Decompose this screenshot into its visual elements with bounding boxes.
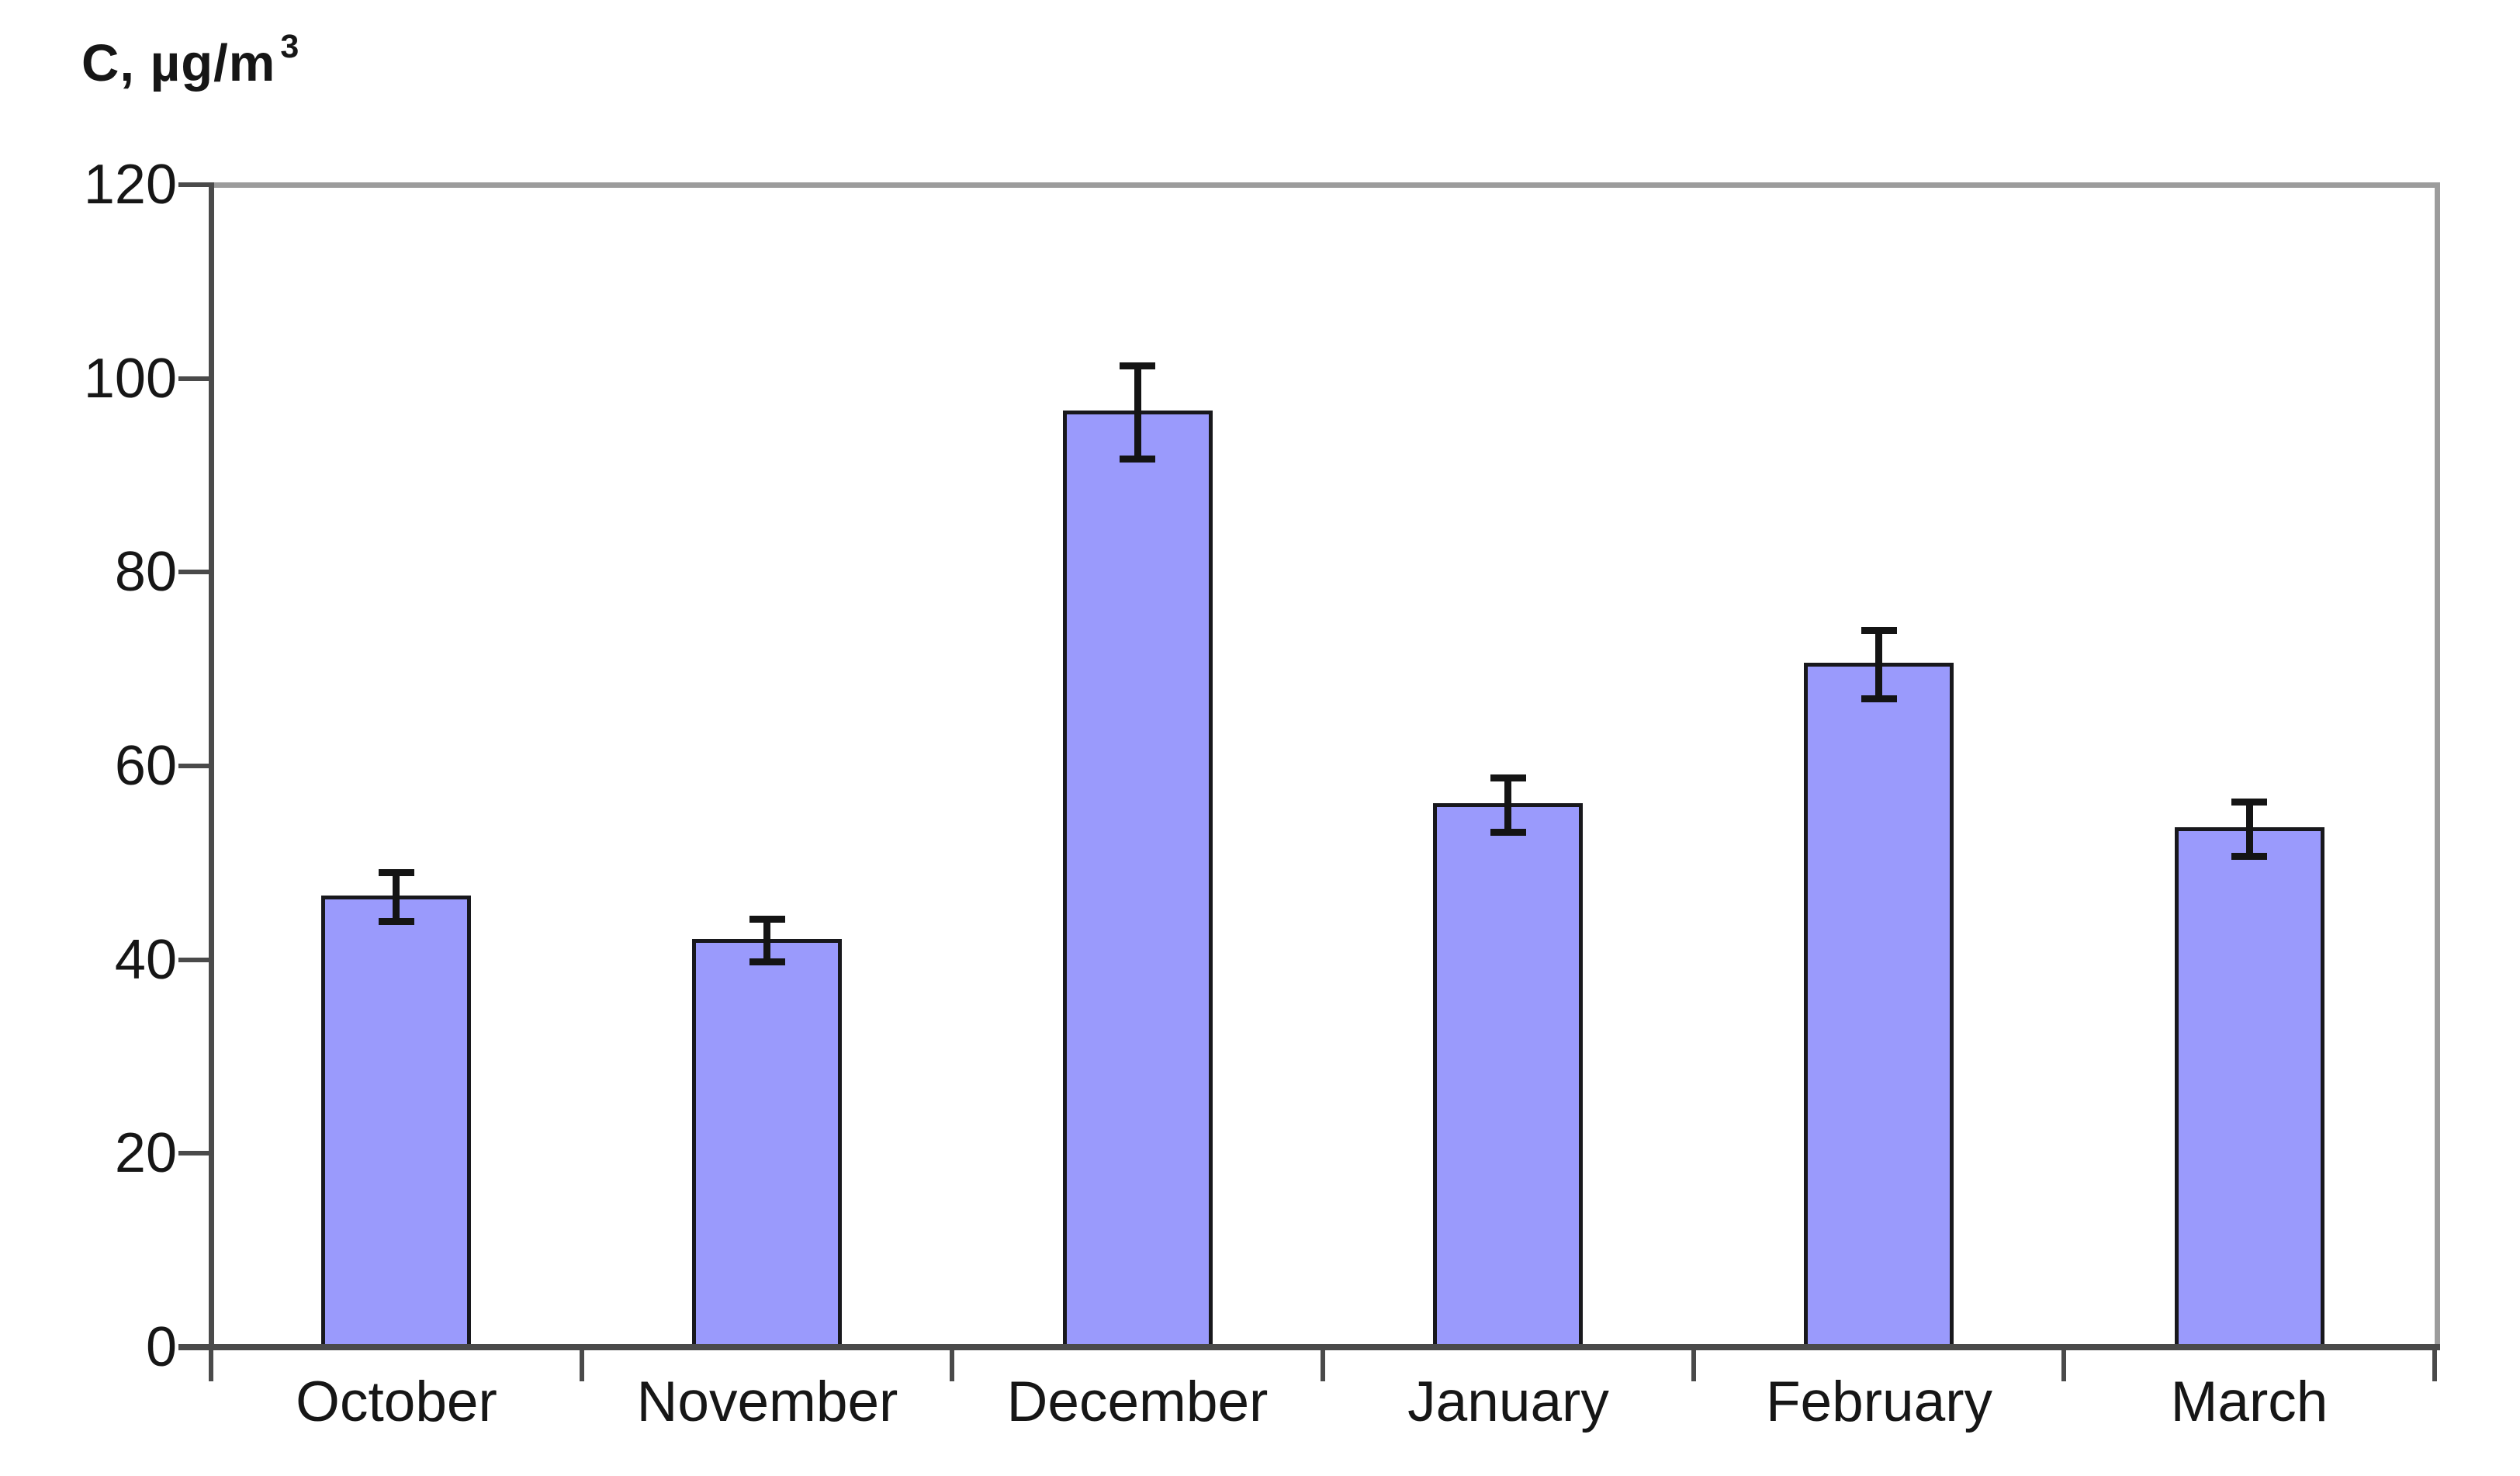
y-tick: [178, 1151, 211, 1156]
y-axis-title-text: C, µg/m: [81, 34, 276, 92]
plot-frame-right: [2435, 182, 2440, 1350]
y-tick-label: 0: [145, 1316, 177, 1378]
error-bar-line-october: [393, 872, 400, 921]
error-bar-line-november: [763, 919, 770, 961]
error-bar-cap-bottom-january: [1490, 829, 1526, 836]
y-tick-label: 60: [114, 735, 177, 797]
error-bar-cap-top-november: [749, 916, 785, 923]
error-bar-line-march: [2246, 802, 2253, 856]
bar-october: [321, 896, 471, 1349]
error-bar-line-december: [1134, 366, 1141, 459]
bar-january: [1433, 803, 1583, 1349]
x-tick: [209, 1347, 213, 1381]
x-axis-label-october: October: [296, 1370, 497, 1433]
bar-march: [2175, 827, 2324, 1349]
y-tick: [178, 376, 211, 381]
x-axis-label-december: December: [1006, 1370, 1269, 1433]
x-axis-label-november: November: [636, 1370, 898, 1433]
x-tick: [2432, 1347, 2437, 1381]
x-axis-line: [178, 1344, 2440, 1350]
error-bar-cap-bottom-december: [1120, 456, 1155, 463]
plot-frame-top: [211, 182, 2440, 188]
error-bar-cap-top-march: [2231, 799, 2267, 806]
y-tick-label: 40: [114, 929, 177, 991]
y-tick: [178, 182, 211, 187]
x-axis-label-march: March: [2170, 1370, 2328, 1433]
error-bar-cap-top-december: [1120, 362, 1155, 369]
y-tick-label: 100: [83, 348, 177, 410]
x-tick: [2061, 1347, 2066, 1381]
y-axis-title: C, µg/m 3: [81, 28, 299, 93]
error-bar-line-february: [1875, 630, 1882, 698]
y-tick-label: 120: [83, 154, 177, 216]
y-tick-label: 80: [114, 541, 177, 603]
error-bar-line-january: [1504, 778, 1511, 832]
error-bar-cap-top-october: [379, 869, 414, 876]
y-tick-label: 20: [114, 1122, 177, 1184]
error-bar-cap-bottom-march: [2231, 853, 2267, 860]
error-bar-cap-bottom-october: [379, 918, 414, 925]
x-tick: [1691, 1347, 1696, 1381]
error-bar-cap-top-february: [1861, 627, 1897, 634]
x-tick: [1321, 1347, 1325, 1381]
y-tick: [178, 764, 211, 768]
bar-february: [1804, 663, 1954, 1349]
bar-november: [692, 939, 842, 1349]
y-tick: [178, 958, 211, 962]
error-bar-cap-top-january: [1490, 774, 1526, 781]
x-tick: [950, 1347, 954, 1381]
y-tick: [178, 570, 211, 574]
x-tick: [580, 1347, 584, 1381]
error-bar-cap-bottom-february: [1861, 695, 1897, 702]
bar-december: [1063, 411, 1213, 1349]
y-axis-title-superscript: 3: [280, 28, 300, 65]
error-bar-cap-bottom-november: [749, 958, 785, 965]
x-axis-label-february: February: [1765, 1370, 1993, 1433]
y-axis-line: [209, 182, 214, 1350]
x-axis-label-january: January: [1407, 1370, 1609, 1433]
